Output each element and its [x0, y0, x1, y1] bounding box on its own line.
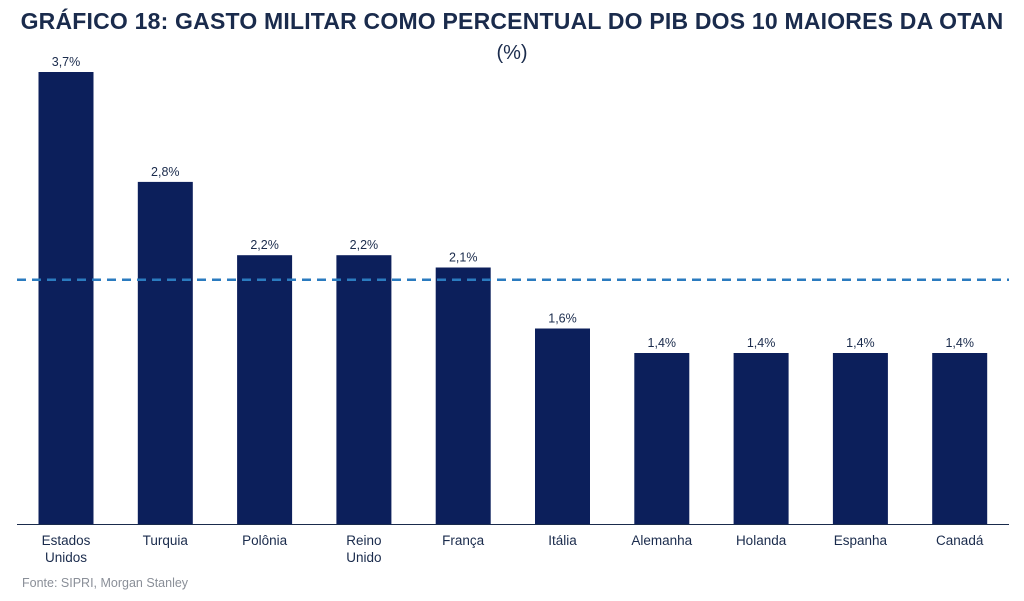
category-label-6: Alemanha — [631, 533, 692, 548]
category-label-4: França — [442, 533, 485, 548]
bar-8 — [832, 353, 888, 524]
value-label-2: 2,2% — [250, 238, 279, 252]
value-label-3: 2,2% — [350, 238, 379, 252]
value-label-8: 1,4% — [846, 336, 875, 350]
bar-9 — [932, 353, 988, 524]
value-label-7: 1,4% — [747, 336, 776, 350]
category-label-2: Polônia — [242, 533, 288, 548]
bar-1 — [137, 181, 193, 524]
category-label-3-line-1: Unido — [346, 550, 381, 565]
category-label-0-line-0: Estados — [42, 533, 91, 548]
category-label-0-line-1: Unidos — [45, 550, 87, 565]
category-label-7: Holanda — [736, 533, 787, 548]
value-label-5: 1,6% — [548, 312, 577, 326]
bars-layer — [38, 72, 988, 524]
bar-2 — [237, 255, 293, 524]
value-label-0: 3,7% — [52, 55, 81, 69]
bar-3 — [336, 255, 392, 524]
bar-0 — [38, 72, 94, 524]
value-label-6: 1,4% — [648, 336, 677, 350]
value-label-9: 1,4% — [945, 336, 974, 350]
category-label-1: Turquia — [143, 533, 189, 548]
category-label-8: Espanha — [834, 533, 888, 548]
category-label-5: Itália — [548, 533, 577, 548]
chart-subtitle: (%) — [496, 42, 528, 64]
bar-4 — [435, 267, 491, 524]
labels-layer: 3,7% Estados Unidos 2,8% Turquia 2,2% Polônia 2… — [42, 55, 984, 565]
bar-7 — [733, 353, 789, 524]
category-label-3-line-0: Reino — [346, 533, 381, 548]
value-label-1: 2,8% — [151, 165, 180, 179]
bar-5 — [535, 328, 590, 524]
value-label-4: 2,1% — [449, 251, 478, 265]
bar-6 — [634, 353, 690, 524]
source-note: Fonte: SIPRI, Morgan Stanley — [22, 576, 189, 590]
category-label-9: Canadá — [936, 533, 984, 548]
chart-title: GRÁFICO 18: GASTO MILITAR COMO PERCENTUA… — [20, 8, 1004, 34]
